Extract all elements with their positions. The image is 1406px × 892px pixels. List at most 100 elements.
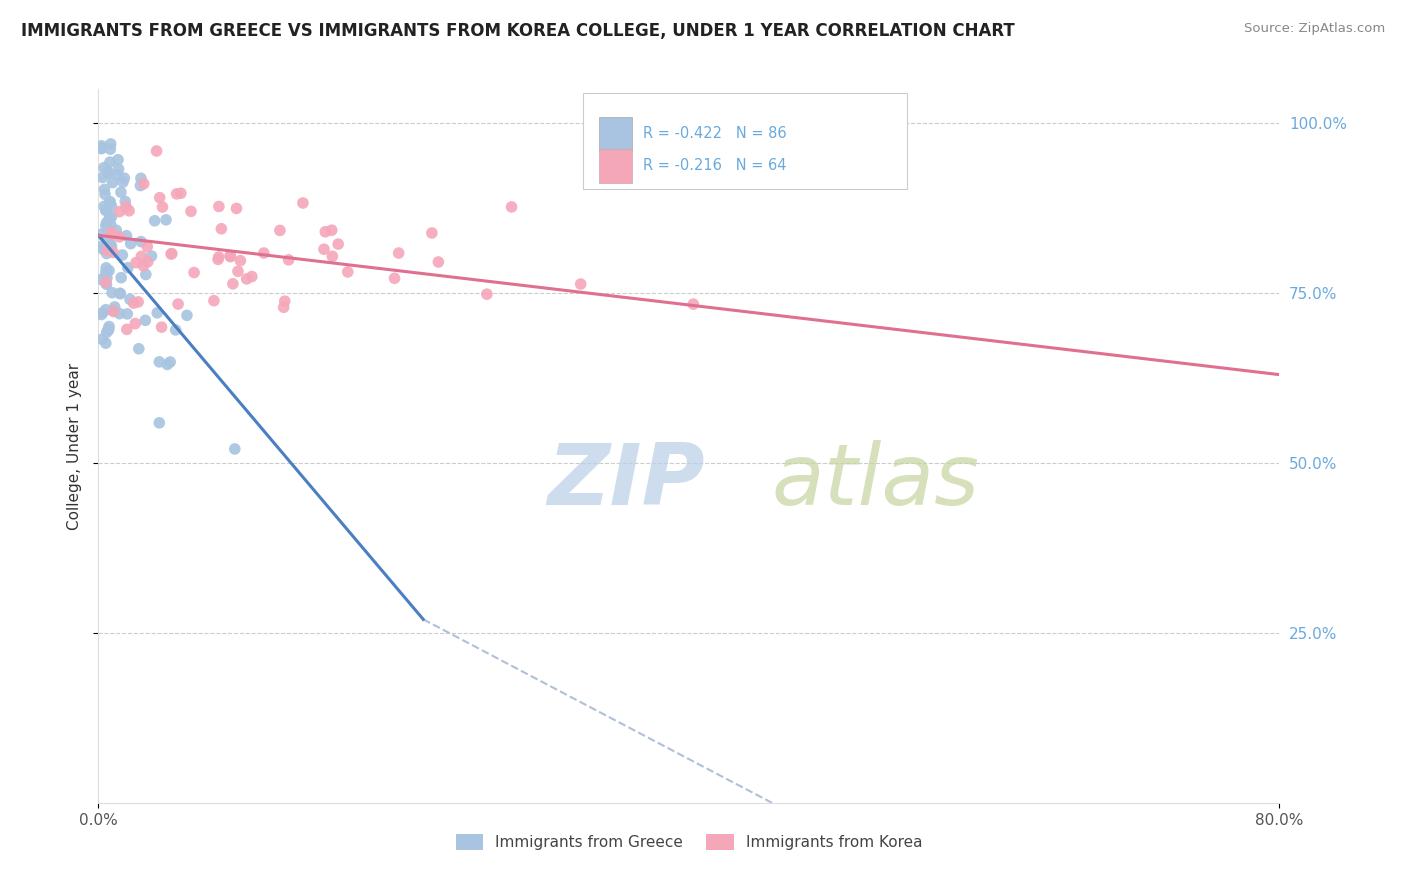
Point: [90, 272, 112, 286]
Point: [225, 202, 247, 216]
Text: ZIP: ZIP: [547, 440, 704, 524]
Point: [91, 242, 114, 256]
Point: [135, 268, 157, 282]
Point: [328, 237, 350, 252]
Point: [202, 293, 225, 308]
Point: [314, 225, 336, 239]
Point: [136, 254, 159, 268]
Point: [291, 196, 314, 211]
Point: [183, 266, 205, 280]
Point: [388, 246, 411, 260]
Point: [427, 255, 450, 269]
Point: [226, 264, 249, 278]
Y-axis label: College, Under 1 year: College, Under 1 year: [67, 362, 83, 530]
Point: [222, 277, 245, 291]
Point: [101, 245, 124, 260]
Point: [100, 199, 122, 213]
Point: [91, 306, 114, 320]
Point: [167, 297, 190, 311]
Point: [240, 269, 263, 284]
Point: [101, 227, 124, 242]
Point: [101, 285, 124, 300]
Point: [219, 250, 242, 264]
Point: [96, 244, 118, 258]
Point: [93, 182, 115, 196]
Point: [97, 166, 120, 180]
Point: [134, 313, 156, 327]
Point: [97, 323, 120, 337]
Point: [176, 309, 198, 323]
Point: [108, 230, 131, 244]
Point: [97, 239, 120, 253]
Point: [114, 194, 136, 209]
Point: [94, 336, 117, 351]
Point: [115, 228, 138, 243]
Point: [321, 223, 343, 237]
Point: [94, 187, 117, 202]
Point: [569, 277, 592, 291]
Point: [100, 237, 122, 252]
Point: [148, 416, 170, 430]
Point: [124, 317, 146, 331]
Point: [98, 155, 121, 169]
Point: [115, 322, 138, 336]
Point: [103, 304, 125, 318]
Point: [274, 294, 297, 309]
Point: [420, 226, 443, 240]
Point: [224, 442, 246, 456]
Point: [91, 332, 114, 346]
Point: [105, 223, 128, 237]
Point: [96, 216, 118, 230]
Point: [110, 185, 132, 199]
Point: [100, 240, 122, 254]
Text: atlas: atlas: [772, 440, 980, 524]
Point: [101, 176, 124, 190]
Point: [90, 142, 112, 156]
Point: [98, 196, 121, 211]
Point: [100, 226, 122, 240]
Point: [108, 286, 131, 301]
Point: [96, 270, 118, 285]
Point: [107, 162, 129, 177]
Point: [152, 200, 174, 214]
Point: [98, 319, 121, 334]
Point: [129, 178, 152, 193]
Point: [127, 294, 149, 309]
Point: [90, 227, 112, 242]
Point: [105, 168, 128, 182]
Point: [125, 255, 148, 269]
Point: [94, 276, 117, 290]
Point: [273, 301, 295, 315]
Point: [98, 194, 121, 209]
Point: [97, 165, 120, 179]
Point: [132, 177, 155, 191]
Point: [235, 272, 257, 286]
Point: [145, 144, 167, 158]
Point: [90, 239, 112, 253]
FancyBboxPatch shape: [599, 117, 633, 151]
Point: [100, 218, 122, 232]
Text: R = -0.216   N = 64: R = -0.216 N = 64: [643, 159, 786, 173]
Point: [97, 232, 120, 246]
Text: IMMIGRANTS FROM GREECE VS IMMIGRANTS FROM KOREA COLLEGE, UNDER 1 YEAR CORRELATIO: IMMIGRANTS FROM GREECE VS IMMIGRANTS FRO…: [21, 22, 1015, 40]
Point: [501, 200, 523, 214]
Point: [219, 248, 242, 262]
Point: [132, 259, 155, 273]
Legend: Immigrants from Greece, Immigrants from Korea: Immigrants from Greece, Immigrants from …: [450, 828, 928, 856]
Point: [112, 171, 135, 186]
Point: [129, 171, 152, 186]
Point: [107, 153, 129, 167]
Point: [108, 307, 131, 321]
Point: [94, 203, 117, 218]
Point: [128, 342, 150, 356]
Point: [117, 307, 139, 321]
Point: [146, 306, 169, 320]
Point: [96, 277, 118, 292]
Point: [475, 287, 498, 301]
Point: [208, 250, 231, 264]
Point: [98, 263, 121, 277]
Point: [384, 271, 406, 285]
Point: [110, 270, 132, 285]
Point: [149, 191, 172, 205]
Point: [97, 322, 120, 336]
